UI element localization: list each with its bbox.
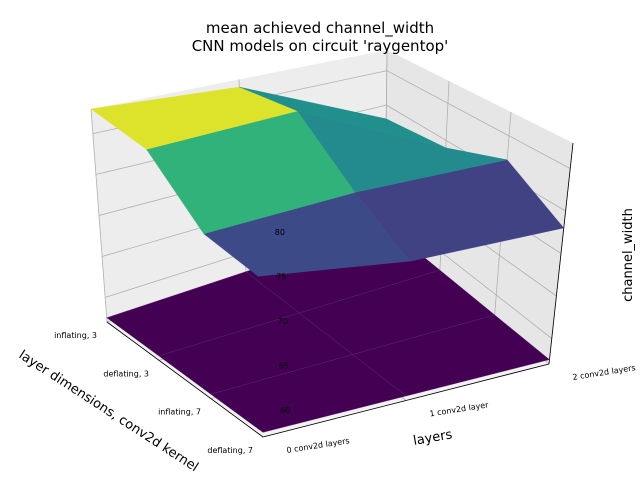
chart-title-line-2: CNN models on circuit 'raygentop' <box>192 37 449 55</box>
y-tick-label: 1 conv2d layer <box>429 400 490 418</box>
axis-lines <box>106 142 574 438</box>
x-tick-label: deflating, 3 <box>103 369 149 378</box>
z-axis-line <box>548 142 574 365</box>
z-tick-label: 65 <box>279 362 289 371</box>
y-axis-label: layers <box>412 427 454 449</box>
data-surface <box>90 86 565 277</box>
floor-cell <box>352 314 550 397</box>
y-axis-line <box>262 363 550 438</box>
z-tick-label: 80 <box>275 228 285 237</box>
z-tick-label: 75 <box>276 272 286 281</box>
z-tick-label: 60 <box>280 406 290 415</box>
x-tick-label: inflating, 7 <box>158 408 201 417</box>
z-tick-label: 70 <box>278 317 288 326</box>
z-axis-label: channel_width <box>621 208 636 302</box>
x-tick-label: deflating, 7 <box>207 446 253 455</box>
y-tick-label: 2 conv2d layers <box>572 363 636 382</box>
chart-title-line-1: mean achieved channel_width <box>206 19 434 38</box>
x-axis-line <box>106 321 264 438</box>
x-tick-label: inflating, 3 <box>54 331 97 340</box>
y-tick-label: 0 conv2d layers <box>286 436 350 455</box>
surface-cell <box>239 86 446 148</box>
